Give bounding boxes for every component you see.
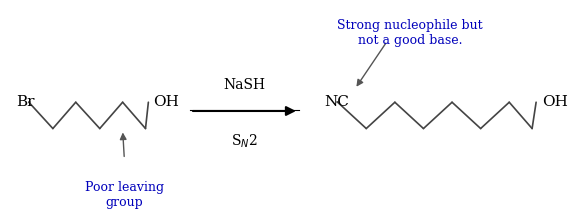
Text: S$_N$2: S$_N$2 [231, 133, 258, 150]
Text: OH: OH [153, 95, 179, 109]
Text: OH: OH [542, 95, 568, 109]
Text: NC: NC [324, 95, 350, 109]
Text: Strong nucleophile but
not a good base.: Strong nucleophile but not a good base. [338, 19, 483, 47]
Text: NaSH: NaSH [223, 78, 266, 92]
Text: Poor leaving
group: Poor leaving group [85, 181, 164, 209]
Text: Br: Br [16, 95, 34, 109]
